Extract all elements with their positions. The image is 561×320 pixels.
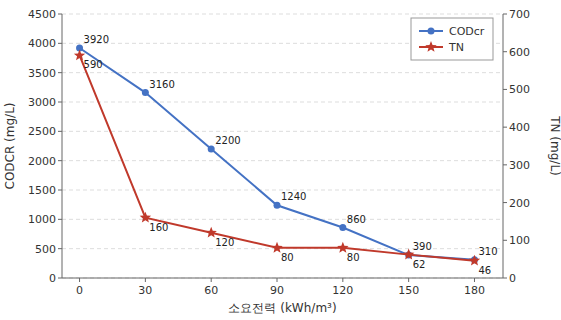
grid-line bbox=[62, 72, 503, 73]
y-tick bbox=[58, 160, 62, 161]
series-line bbox=[80, 55, 475, 260]
data-label: 310 bbox=[478, 246, 497, 257]
y-tick-label: 3000 bbox=[28, 96, 56, 109]
y2-axis-line bbox=[503, 14, 504, 278]
data-label: 860 bbox=[347, 214, 366, 225]
y-tick bbox=[58, 190, 62, 191]
grid-line bbox=[62, 219, 503, 220]
data-label: 3160 bbox=[149, 79, 174, 90]
legend: CODcr TN bbox=[411, 18, 493, 60]
y-tick-label: 4000 bbox=[28, 37, 56, 50]
grid-line bbox=[62, 278, 503, 279]
grid-line bbox=[62, 160, 503, 161]
y-tick bbox=[58, 131, 62, 132]
legend-marker bbox=[425, 41, 436, 52]
y-tick-label: 2500 bbox=[28, 125, 56, 138]
data-label: 3920 bbox=[84, 34, 109, 45]
y2-tick-label: 600 bbox=[509, 46, 530, 59]
grid bbox=[62, 14, 503, 278]
y-tick-label: 4500 bbox=[28, 8, 56, 21]
x-tick-label: 120 bbox=[332, 284, 353, 297]
y2-tick bbox=[503, 51, 507, 52]
data-label: 120 bbox=[215, 237, 234, 248]
y-tick bbox=[58, 248, 62, 249]
data-label: 80 bbox=[281, 252, 294, 263]
y-axis-line bbox=[62, 14, 63, 278]
y-tick bbox=[58, 278, 62, 279]
y-tick-label: 0 bbox=[49, 272, 56, 285]
y-tick-label: 500 bbox=[35, 243, 56, 256]
y-axis-title: CODCR (mg/L) bbox=[3, 103, 17, 190]
grid-line bbox=[62, 131, 503, 132]
data-label: 80 bbox=[347, 252, 360, 263]
x-tick bbox=[79, 278, 80, 282]
x-tick bbox=[145, 278, 146, 282]
x-tick bbox=[211, 278, 212, 282]
y2-tick-label: 300 bbox=[509, 159, 530, 172]
y2-tick bbox=[503, 89, 507, 90]
y-tick bbox=[58, 43, 62, 44]
marker bbox=[208, 145, 215, 152]
data-label: 160 bbox=[149, 222, 168, 233]
data-labels: 3920 3160 2200 1240 860 390 310 590 160 120 80 80 62… bbox=[84, 34, 498, 276]
marker bbox=[142, 89, 149, 96]
y2-tick-label: 200 bbox=[509, 197, 530, 210]
plot-data bbox=[74, 45, 480, 266]
y-tick bbox=[58, 219, 62, 220]
y2-tick-label: 500 bbox=[509, 83, 530, 96]
x-tick-label: 150 bbox=[398, 284, 419, 297]
x-tick-label: 0 bbox=[76, 284, 83, 297]
x-tick-label: 30 bbox=[138, 284, 152, 297]
axes: 0306090120150180050010001500200025003000… bbox=[28, 8, 530, 297]
y-tick bbox=[58, 72, 62, 73]
x-tick bbox=[474, 278, 475, 282]
chart: 0306090120150180050010001500200025003000… bbox=[0, 0, 561, 320]
x-tick bbox=[408, 278, 409, 282]
legend-label: CODcr bbox=[449, 25, 485, 38]
x-tick bbox=[277, 278, 278, 282]
y-tick-label: 1000 bbox=[28, 213, 56, 226]
y-tick-label: 2000 bbox=[28, 155, 56, 168]
y2-tick bbox=[503, 127, 507, 128]
data-label: 46 bbox=[478, 265, 491, 276]
y-tick-label: 3500 bbox=[28, 67, 56, 80]
legend-marker bbox=[428, 28, 435, 35]
x-axis-title: 소요전력 (kWh/m³) bbox=[228, 301, 336, 315]
marker bbox=[339, 224, 346, 231]
y2-tick bbox=[503, 278, 507, 279]
y2-tick bbox=[503, 240, 507, 241]
grid-line bbox=[62, 14, 503, 15]
marker bbox=[274, 202, 281, 209]
grid-line bbox=[62, 102, 503, 103]
y2-tick bbox=[503, 164, 507, 165]
y2-tick bbox=[503, 202, 507, 203]
y2-axis-title: TN (mg/L) bbox=[548, 115, 561, 176]
y2-tick bbox=[503, 14, 507, 15]
series-line bbox=[80, 48, 475, 260]
y2-tick-label: 100 bbox=[509, 234, 530, 247]
y-tick-label: 1500 bbox=[28, 184, 56, 197]
data-label: 62 bbox=[413, 259, 426, 270]
data-label: 1240 bbox=[281, 191, 306, 202]
x-axis-line bbox=[62, 278, 503, 279]
x-tick-label: 90 bbox=[270, 284, 284, 297]
legend-box bbox=[411, 18, 493, 60]
data-label: 2200 bbox=[215, 135, 240, 146]
data-label: 590 bbox=[84, 59, 103, 70]
x-tick bbox=[342, 278, 343, 282]
x-tick-label: 60 bbox=[204, 284, 218, 297]
y2-tick-label: 0 bbox=[509, 272, 516, 285]
legend-label: TN bbox=[448, 41, 464, 54]
y2-tick-label: 400 bbox=[509, 121, 530, 134]
data-label: 390 bbox=[413, 241, 432, 252]
y2-tick-label: 700 bbox=[509, 8, 530, 21]
x-tick-label: 180 bbox=[464, 284, 485, 297]
y-tick bbox=[58, 14, 62, 15]
y-tick bbox=[58, 102, 62, 103]
